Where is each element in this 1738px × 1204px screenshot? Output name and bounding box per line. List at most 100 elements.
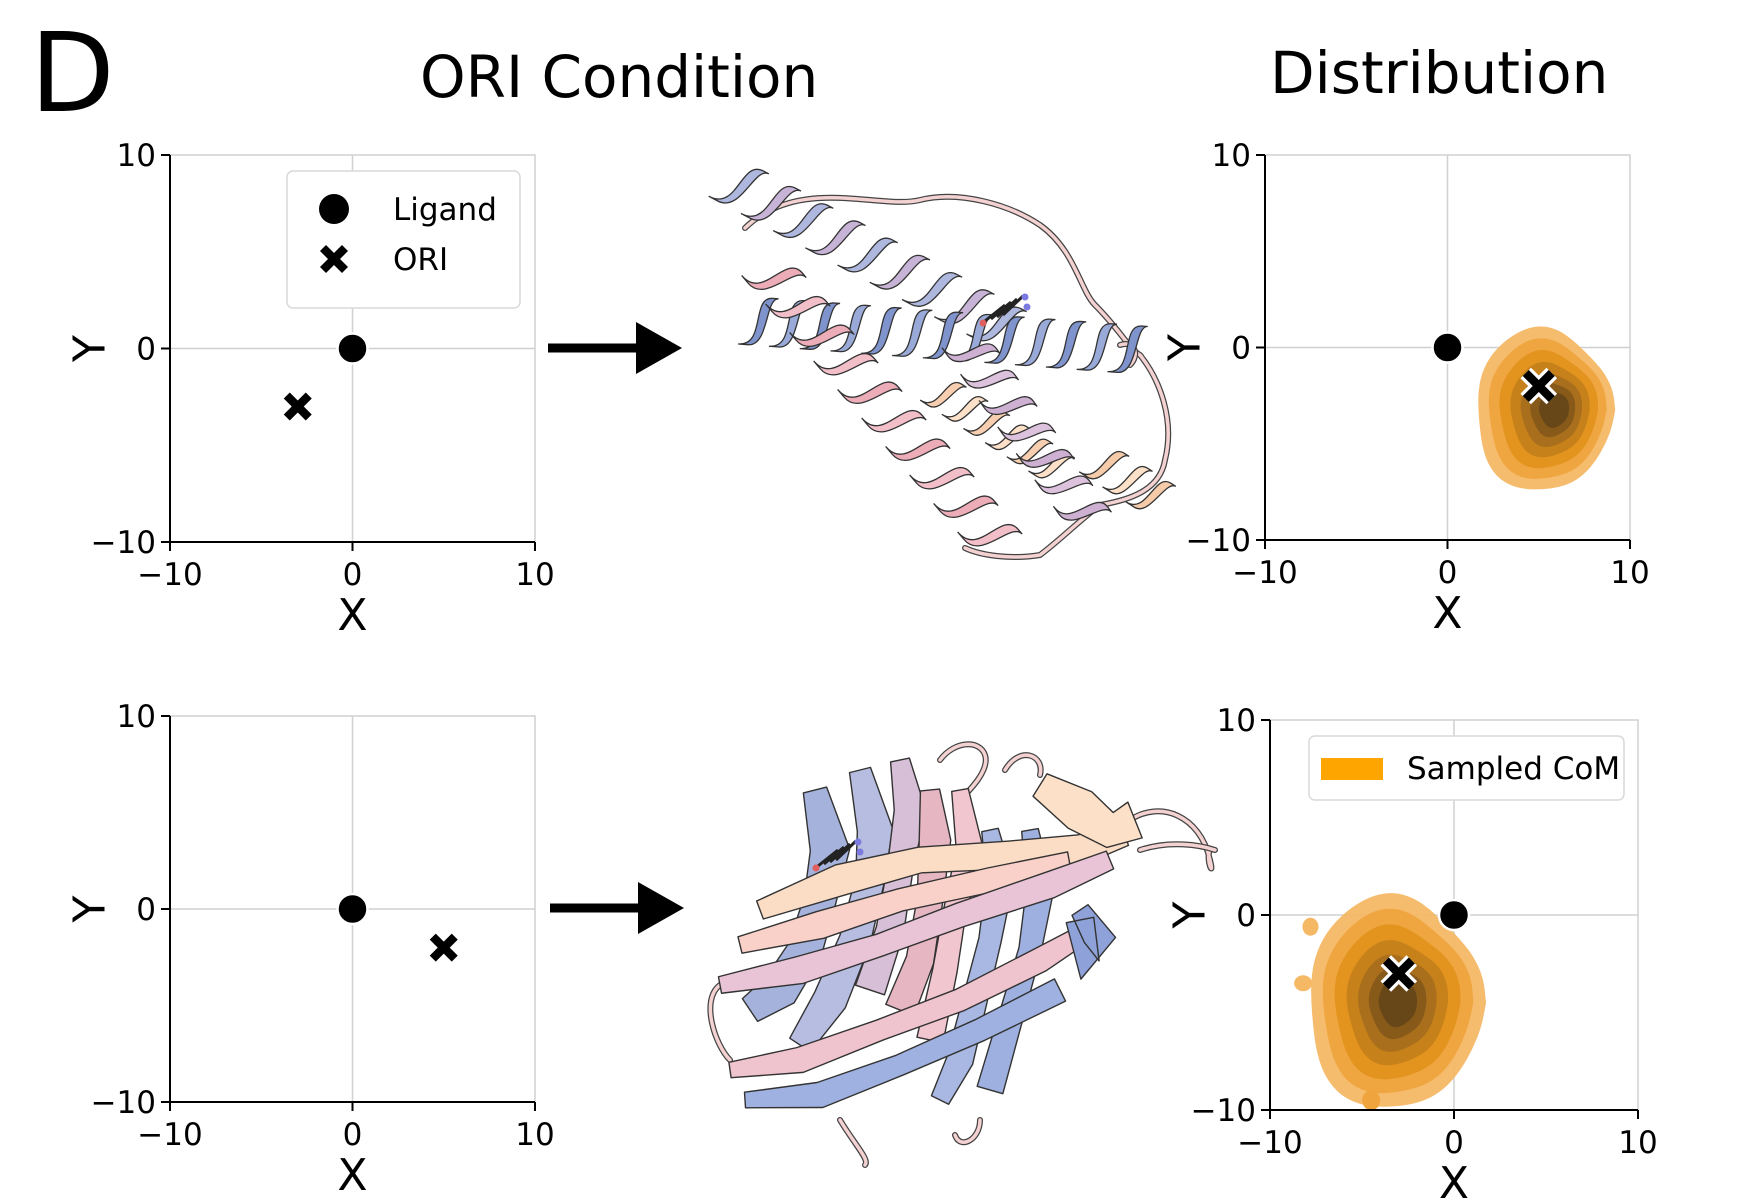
- y-tick-label: −10: [91, 525, 156, 561]
- ligand-bond: [817, 848, 839, 868]
- helix-turn: [1015, 318, 1056, 367]
- x-tick-label: 0: [343, 1117, 363, 1153]
- ligand-bond: [990, 300, 1012, 321]
- helix-turn: [1102, 465, 1153, 495]
- x-tick-label: −10: [1237, 1125, 1302, 1161]
- x-tick-label: 0: [1438, 555, 1458, 591]
- helix-turn: [837, 237, 899, 273]
- panel-letter: D: [30, 9, 115, 137]
- beta-strand: [743, 978, 1067, 1109]
- legend-label: ORI: [393, 242, 448, 278]
- helix-turn: [741, 267, 807, 290]
- y-tick-label: −10: [91, 1085, 156, 1121]
- helix-turn: [963, 410, 1011, 436]
- y-tick-label: 0: [136, 332, 156, 368]
- x-axis-label: X: [337, 1150, 367, 1201]
- loop-outline: [742, 193, 1172, 508]
- ori-marker: [429, 933, 458, 962]
- helix-turn: [1107, 325, 1148, 374]
- y-axis-label: Y: [65, 895, 116, 923]
- helix-turn: [1052, 501, 1112, 521]
- y-axis-label: Y: [1160, 334, 1211, 362]
- legend-label: Ligand: [393, 192, 497, 228]
- ligand-marker: [1431, 331, 1464, 364]
- ligand-stick-icon: [812, 838, 864, 872]
- loop: [1003, 753, 1043, 777]
- loop: [1138, 842, 1217, 852]
- x-tick-label: 0: [343, 557, 363, 593]
- helix-turn: [1125, 480, 1177, 510]
- helix-turn: [984, 316, 1025, 364]
- helix-turn: [772, 203, 834, 239]
- density-contour: [1294, 975, 1313, 992]
- column-title-ori-condition: ORI Condition: [420, 43, 819, 111]
- x-tick-label: 10: [1618, 1125, 1657, 1161]
- ligand-atom: [1023, 303, 1031, 311]
- ligand-bond: [823, 845, 845, 866]
- helix-turn: [957, 523, 1023, 547]
- helix-turn: [708, 168, 770, 204]
- helix-turn: [941, 395, 989, 422]
- beta-strand: [1065, 903, 1117, 980]
- condition-plot-bottom: −10 0 10 −10 0 10 X Y: [65, 699, 555, 1201]
- ori-marker: [319, 244, 349, 274]
- loop: [743, 195, 1170, 507]
- y-tick-label: 0: [1231, 331, 1251, 367]
- y-tick-label: 10: [117, 138, 156, 174]
- ligand-marker: [336, 892, 369, 926]
- helix-turn: [861, 409, 927, 433]
- loop: [938, 742, 988, 802]
- ligand-atom: [979, 319, 987, 327]
- beta-strand: [737, 851, 1074, 954]
- density-contour: [1302, 917, 1319, 936]
- helix-turn: [966, 306, 1027, 342]
- ligand-atom: [812, 864, 820, 872]
- ligand-atom: [1021, 293, 1029, 301]
- right-arrow-icon: [550, 882, 684, 934]
- helix-turn: [933, 495, 999, 518]
- helix-turn: [830, 304, 872, 353]
- helix-turn: [892, 309, 933, 357]
- ori-marker: [1522, 369, 1555, 403]
- ligand-atom: [856, 848, 864, 856]
- x-tick-label: 0: [1444, 1125, 1464, 1161]
- helix-turn: [1078, 450, 1130, 480]
- ligand-bond: [995, 297, 1019, 319]
- ligand-bond: [984, 303, 1006, 323]
- ligand-bond: [828, 842, 852, 864]
- distribution-plot-top: −10 0 10 −10 0 10 X Y: [1160, 138, 1650, 639]
- condition-plot-top: −10 0 10 −10 0 10 X Y Ligand ORI: [65, 138, 555, 641]
- helix-turn: [837, 381, 903, 404]
- helix-turn: [813, 352, 879, 376]
- right-arrow-icon: [548, 322, 682, 374]
- beta-sheet-protein-icon: [707, 741, 1218, 1168]
- loop-outline: [1127, 808, 1215, 872]
- ligand-marker: [336, 332, 369, 365]
- helix-turn: [1045, 320, 1087, 369]
- beta-strand: [1032, 773, 1143, 849]
- y-tick-label: −10: [1186, 523, 1251, 559]
- helix-turn: [765, 295, 831, 319]
- y-tick-label: 0: [136, 892, 156, 928]
- x-tick-label: 10: [515, 1117, 554, 1153]
- y-tick-label: 10: [1217, 703, 1256, 739]
- helix-turn: [740, 185, 802, 221]
- y-tick-label: 0: [1236, 898, 1256, 934]
- legend-box: [1308, 735, 1625, 801]
- x-tick-label: −10: [137, 557, 202, 593]
- alpha-helix-protein-icon: [708, 168, 1177, 560]
- x-tick-label: −10: [137, 1117, 202, 1153]
- helix-turn: [941, 343, 1001, 363]
- y-tick-label: 10: [1212, 138, 1251, 174]
- ligand-bond: [1001, 294, 1025, 317]
- ligand-stick-icon: [979, 293, 1031, 327]
- helix-turn: [861, 306, 902, 355]
- loop: [963, 503, 1102, 559]
- density-contour: [1378, 979, 1418, 1028]
- legend-label: Sampled CoM: [1407, 751, 1620, 787]
- ori-marker: [1382, 957, 1415, 990]
- loop: [838, 1118, 868, 1167]
- helix-turn: [805, 220, 866, 256]
- loop: [708, 983, 732, 1062]
